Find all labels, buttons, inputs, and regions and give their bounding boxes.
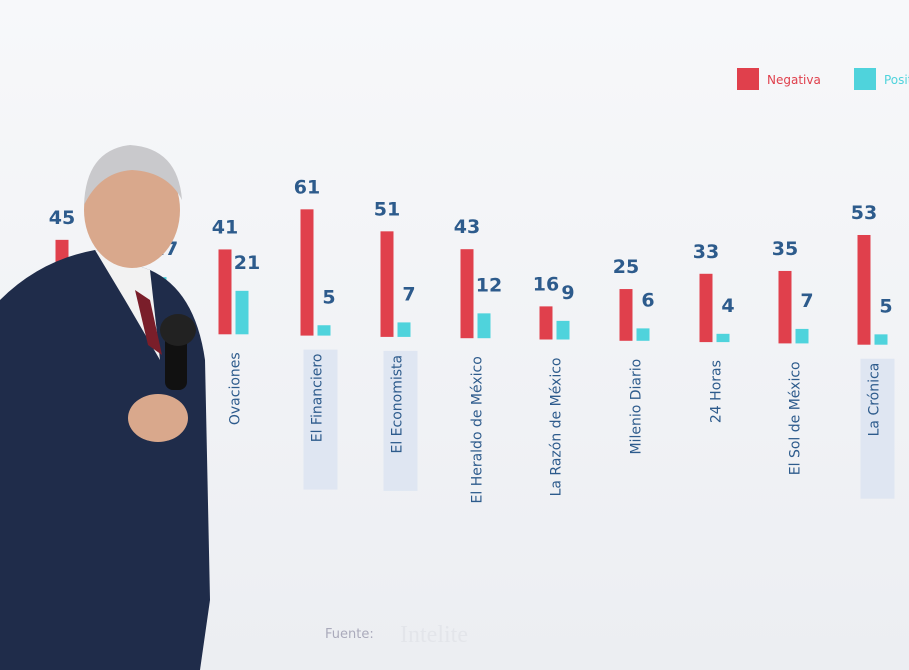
mic-head [160,314,196,346]
suit [0,250,210,670]
value-label: 7 [800,290,813,312]
value-label: 4 [721,295,734,317]
legend-label: Positiva [884,73,909,87]
x-tick-label: Ovaciones [228,352,244,425]
hand [128,394,188,442]
bar [539,306,553,340]
bar [397,322,411,337]
value-label: 5 [322,286,335,308]
shirt [95,250,160,360]
bar [795,328,809,344]
source: Intelite [400,622,468,648]
bar [477,313,491,339]
value-label: 61 [294,176,320,198]
head [84,152,180,268]
x-tick-label: La Crónica [867,363,883,437]
bar [380,231,394,337]
bar [778,270,792,344]
x-tick-label: El Heraldo de México [470,356,486,503]
legend-swatch [854,68,876,90]
x-tick-label: El Financiero [310,354,326,443]
value-label: 6 [641,289,654,311]
bar [300,209,314,336]
speaker [0,145,210,670]
value-label: 45 [49,207,75,229]
value-label: 16 [533,273,559,295]
value-label: 21 [234,252,260,274]
bar [218,249,232,335]
value-label: 33 [693,241,719,263]
value-label: 51 [374,198,400,220]
label-highlight [383,350,418,491]
bar [874,334,888,345]
value-label: 35 [772,238,798,260]
value-label: 43 [454,216,480,238]
label-highlight [303,349,338,490]
bar [235,290,249,335]
label-highlight [860,358,895,499]
legend-label: Negativa [767,73,821,87]
value-label: 41 [212,216,238,238]
value-label: 9 [561,282,574,304]
bar [699,273,713,343]
tie [135,290,162,355]
x-tick-label: El Sol de México [788,361,804,475]
hair [84,145,182,205]
x-tick-label: 24 Horas [709,360,725,423]
bar [716,333,730,343]
bar [556,320,570,340]
x-tick-label: Milenio Diario [629,359,645,455]
source-label: Fuente: [325,627,374,642]
legend-swatch [737,68,759,90]
bar [857,234,871,345]
bar [619,289,633,341]
value-label: 53 [851,202,877,224]
value-label: 12 [476,274,502,296]
bar [636,328,650,341]
value-label: 7 [402,283,415,305]
bar [317,325,331,336]
x-tick-label: La Razón de México [549,358,565,497]
bar [460,249,474,339]
value-label: 5 [879,295,892,317]
value-label: 25 [613,256,639,278]
x-tick-label: El Economista [390,355,406,454]
